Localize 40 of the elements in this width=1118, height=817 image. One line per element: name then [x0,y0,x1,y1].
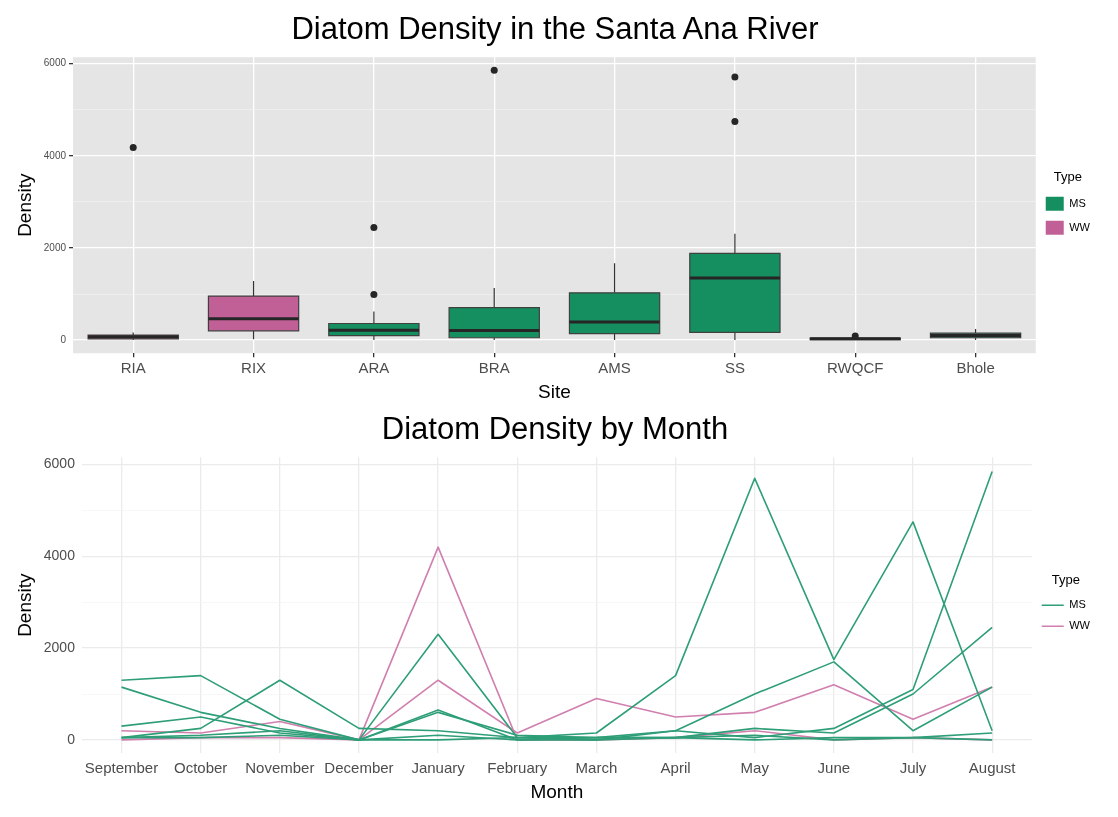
chart-title: Diatom Density in the Santa Ana River [291,11,819,47]
y-tick-label: 4000 [43,149,67,161]
x-tick-label: March [575,759,618,777]
x-tick-label: November [245,759,315,777]
x-tick-label: RIX [241,359,267,377]
y-axis-title: Density [13,173,35,237]
x-tick-label: July [899,759,927,777]
x-tick-label: February [487,759,548,777]
x-tick-label: SS [724,359,745,377]
x-tick-label: October [173,759,228,777]
y-tick-label: 2000 [43,638,76,655]
legend-title: Type [1051,572,1080,588]
x-tick-label: AMS [598,359,631,377]
y-tick-label: 4000 [43,547,76,564]
x-tick-label: April [660,759,691,777]
legend-label: MS [1069,196,1086,209]
x-axis-title: Site [538,380,571,402]
x-tick-label: RIA [120,359,146,377]
legend-title: Type [1053,169,1082,185]
chart-title: Diatom Density by Month [381,411,729,447]
x-tick-label: Bhole [956,359,995,377]
y-tick-label: 0 [67,730,76,747]
y-tick-label: 2000 [43,241,67,253]
y-tick-label: 0 [60,333,67,345]
x-tick-label: May [740,759,770,777]
x-tick-label: August [968,759,1017,777]
x-tick-label: BRA [478,359,510,377]
legend-label: WW [1069,619,1091,632]
x-tick-label: January [411,759,466,777]
x-tick-label: June [817,759,851,777]
legend-label: MS [1069,598,1086,611]
x-tick-label: ARA [358,359,390,377]
x-tick-label: December [324,759,394,777]
y-tick-label: 6000 [43,455,76,472]
x-tick-label: RWQCF [827,359,884,377]
y-axis-title: Density [13,573,35,637]
legend-label: WW [1069,220,1091,233]
x-tick-label: September [84,759,159,777]
y-tick-label: 6000 [43,57,67,69]
x-axis-title: Month [530,780,584,802]
